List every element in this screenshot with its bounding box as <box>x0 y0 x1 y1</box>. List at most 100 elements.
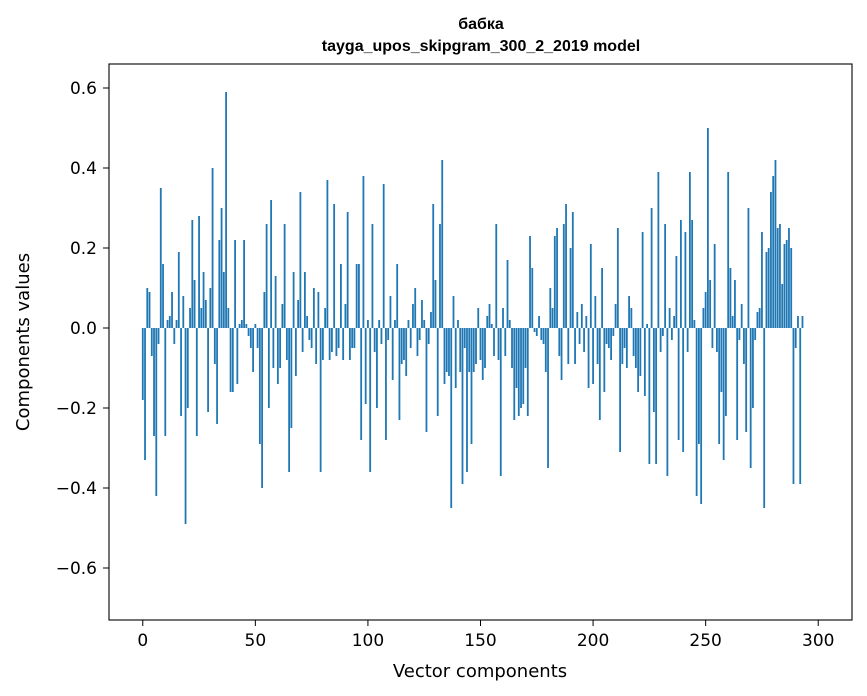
bar-125 <box>423 320 426 328</box>
plot-frame <box>108 63 853 621</box>
bar-206 <box>605 328 608 344</box>
bar-247 <box>698 328 700 444</box>
bar-5 <box>153 328 155 436</box>
bar-100 <box>367 320 369 328</box>
x-tick-label: 200 <box>577 631 609 651</box>
bar-97 <box>360 328 363 440</box>
x-tick-label: 100 <box>352 631 384 651</box>
y-tick-label: 0.0 <box>70 319 97 339</box>
bar-293 <box>801 316 804 328</box>
bar-40 <box>231 328 234 392</box>
bar-221 <box>639 328 642 376</box>
y-tick-label: 0.6 <box>70 79 97 99</box>
bar-16 <box>177 252 180 328</box>
bar-260 <box>727 172 730 328</box>
bar-281 <box>774 160 777 328</box>
bar-237 <box>675 256 678 328</box>
bar-196 <box>583 328 585 352</box>
bar-110 <box>389 296 392 328</box>
bar-146 <box>470 328 473 444</box>
bar-265 <box>738 328 741 340</box>
bar-283 <box>779 224 781 328</box>
bar-226 <box>650 208 653 328</box>
bar-159 <box>499 328 502 476</box>
bar-50 <box>254 324 257 328</box>
bar-130 <box>434 280 437 328</box>
bar-176 <box>538 316 540 328</box>
bar-72 <box>303 272 306 328</box>
bar-31 <box>211 168 214 328</box>
bar-190 <box>569 248 572 328</box>
bar-284 <box>781 284 784 328</box>
bar-208 <box>610 328 612 360</box>
bar-231 <box>661 328 664 336</box>
bar-92 <box>349 328 351 360</box>
bar-122 <box>416 328 419 356</box>
bar-58 <box>272 328 275 368</box>
bar-43 <box>238 324 241 328</box>
bar-33 <box>216 328 218 424</box>
y-ticks-group: −0.6 −0.4 −0.2 0.0 0.2 0.4 0.6 <box>56 79 109 579</box>
bar-165 <box>513 328 516 420</box>
bar-236 <box>673 316 676 328</box>
bar-183 <box>553 236 556 328</box>
bar-62 <box>281 304 284 328</box>
bar-269 <box>747 208 750 328</box>
bar-171 <box>526 328 529 416</box>
bar-228 <box>655 328 658 464</box>
bar-197 <box>585 316 588 328</box>
bar-169 <box>522 328 525 404</box>
bar-117 <box>405 328 408 376</box>
x-tick-label: 50 <box>245 631 267 651</box>
bar-266 <box>740 304 743 328</box>
bar-181 <box>549 288 552 328</box>
bar-267 <box>743 328 745 364</box>
bar-78 <box>317 292 320 328</box>
bar-88 <box>340 264 342 328</box>
bar-57 <box>270 200 273 328</box>
bar-257 <box>720 328 723 392</box>
bar-20 <box>186 328 189 408</box>
bar-129 <box>432 204 435 328</box>
bar-8 <box>159 188 162 328</box>
bar-212 <box>619 328 621 452</box>
bar-101 <box>369 328 372 472</box>
bar-282 <box>776 228 779 328</box>
bar-79 <box>319 328 322 472</box>
bar-3 <box>148 292 151 328</box>
bar-271 <box>752 328 754 408</box>
bar-264 <box>736 328 739 440</box>
bar-126 <box>425 328 428 432</box>
bar-90 <box>344 304 347 328</box>
bar-141 <box>459 328 462 372</box>
bar-56 <box>267 328 270 408</box>
bar-204 <box>601 268 603 328</box>
bar-26 <box>200 308 203 328</box>
bar-85 <box>333 204 336 328</box>
bar-15 <box>175 320 178 328</box>
bar-161 <box>504 328 507 356</box>
bar-261 <box>729 268 732 328</box>
bar-147 <box>472 328 475 372</box>
bar-128 <box>430 312 432 328</box>
bar-64 <box>285 328 288 360</box>
bar-289 <box>792 328 795 484</box>
bar-248 <box>700 328 703 504</box>
bar-120 <box>412 304 414 328</box>
bar-274 <box>758 308 761 328</box>
y-axis-label: Components values <box>13 253 34 431</box>
bar-89 <box>342 328 345 360</box>
bar-163 <box>508 320 511 328</box>
bar-192 <box>574 328 576 364</box>
bar-87 <box>337 328 340 348</box>
bar-167 <box>517 328 520 416</box>
bar-184 <box>556 228 558 328</box>
bar-103 <box>373 328 376 352</box>
bar-104 <box>376 328 378 408</box>
bar-168 <box>520 328 522 408</box>
bar-268 <box>745 328 748 432</box>
bar-111 <box>391 328 394 380</box>
bar-207 <box>607 328 610 348</box>
bar-6 <box>155 328 158 496</box>
bar-127 <box>427 328 430 344</box>
